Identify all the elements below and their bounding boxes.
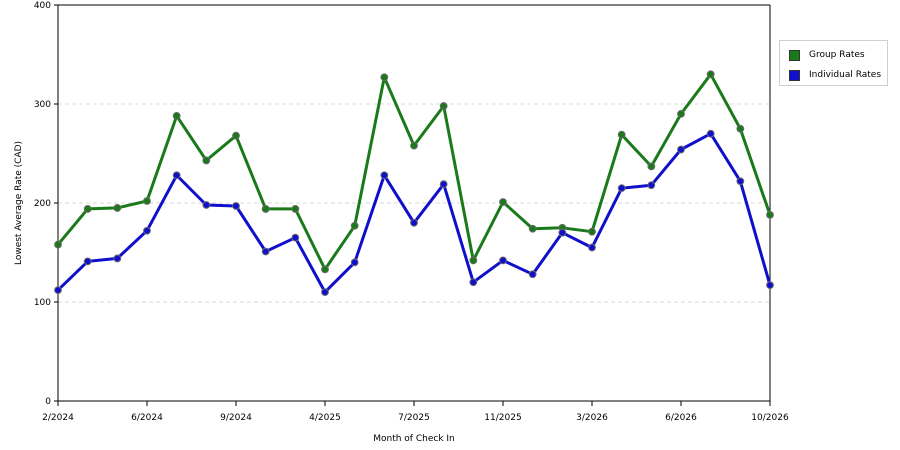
x-tick-label: 6/2026 <box>665 413 697 423</box>
data-point-individual-rates <box>617 184 626 193</box>
legend-swatch-group-rates <box>789 49 800 61</box>
data-point-group-rates <box>469 256 478 265</box>
data-point-group-rates <box>113 204 122 212</box>
data-point-individual-rates <box>677 145 685 154</box>
legend-item-group-rates: Group Rates <box>789 48 865 62</box>
data-point-individual-rates <box>469 278 478 287</box>
data-point-individual-rates <box>350 258 359 267</box>
data-point-individual-rates <box>232 202 240 210</box>
data-point-group-rates <box>54 240 62 249</box>
data-point-individual-rates <box>83 257 92 266</box>
data-point-group-rates <box>647 162 656 171</box>
legend-label-group-rates: Group Rates <box>809 50 865 60</box>
x-tick-label: 2/2024 <box>42 413 74 423</box>
data-point-group-rates <box>528 224 537 233</box>
data-point-individual-rates <box>172 171 181 180</box>
data-point-group-rates <box>736 124 745 133</box>
data-point-group-rates <box>410 141 418 150</box>
legend-swatch-individual-rates <box>789 69 800 81</box>
data-point-individual-rates <box>380 171 389 180</box>
data-point-individual-rates <box>410 218 418 227</box>
y-tick-label: 400 <box>34 1 51 11</box>
data-point-individual-rates <box>766 281 774 290</box>
legend-item-individual-rates: Individual Rates <box>789 68 881 82</box>
data-point-group-rates <box>706 70 715 79</box>
data-point-group-rates <box>588 227 596 236</box>
gridlines <box>58 103 770 303</box>
data-point-group-rates <box>766 210 774 219</box>
data-point-individual-rates <box>558 228 567 237</box>
data-point-individual-rates <box>261 247 270 256</box>
data-point-group-rates <box>439 102 448 110</box>
y-tick-label: 200 <box>34 199 51 209</box>
data-point-group-rates <box>617 130 626 139</box>
data-point-individual-rates <box>113 254 122 263</box>
data-point-individual-rates <box>499 256 507 265</box>
data-point-group-rates <box>350 221 359 230</box>
data-point-individual-rates <box>528 270 537 279</box>
x-tick-label: 6/2024 <box>131 413 163 423</box>
y-tick-label: 300 <box>34 100 51 110</box>
data-point-individual-rates <box>54 286 62 295</box>
data-point-group-rates <box>83 205 92 213</box>
data-point-group-rates <box>261 205 270 213</box>
data-point-individual-rates <box>736 177 745 186</box>
y-axis-label: Lowest Average Rate (CAD) <box>14 141 24 265</box>
data-point-group-rates <box>202 156 211 165</box>
x-axis-label: Month of Check In <box>373 434 455 444</box>
x-tick-label: 3/2026 <box>576 413 608 423</box>
x-tick-label: 4/2025 <box>309 413 341 423</box>
data-point-individual-rates <box>291 233 300 242</box>
data-point-individual-rates <box>439 180 448 189</box>
series-layer <box>54 70 774 297</box>
data-point-group-rates <box>143 197 151 205</box>
data-point-group-rates <box>232 131 240 140</box>
y-tick-label: 0 <box>45 397 51 407</box>
series-line-individual-rates <box>56 132 772 294</box>
data-point-group-rates <box>677 110 685 118</box>
x-tick-label: 9/2024 <box>220 413 252 423</box>
x-tick-label: 7/2025 <box>398 413 430 423</box>
data-point-individual-rates <box>202 201 211 209</box>
legend-label-individual-rates: Individual Rates <box>809 70 882 80</box>
data-point-group-rates <box>291 205 300 213</box>
x-tick-label: 11/2025 <box>484 413 521 423</box>
data-point-individual-rates <box>647 181 656 190</box>
data-point-individual-rates <box>321 288 329 297</box>
x-tick-label: 10/2026 <box>751 413 789 423</box>
data-point-group-rates <box>380 73 389 82</box>
data-point-group-rates <box>172 111 181 120</box>
data-point-individual-rates <box>143 226 151 235</box>
legend: Group Rates Individual Rates <box>779 40 888 86</box>
axes: 0 100 200 300 400 2/2024 6/2024 9/2024 4/2025 7/2… <box>34 1 789 423</box>
data-point-group-rates <box>321 265 329 274</box>
y-tick-label: 100 <box>34 298 51 308</box>
data-point-individual-rates <box>588 243 596 252</box>
data-point-group-rates <box>499 198 507 206</box>
data-point-individual-rates <box>706 129 715 138</box>
